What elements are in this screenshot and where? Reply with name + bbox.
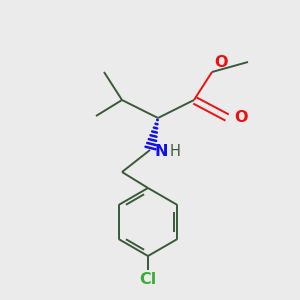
Text: O: O xyxy=(234,110,247,125)
Text: O: O xyxy=(214,55,227,70)
Text: N: N xyxy=(155,145,169,160)
Text: Cl: Cl xyxy=(140,272,157,287)
Text: H: H xyxy=(170,145,181,160)
